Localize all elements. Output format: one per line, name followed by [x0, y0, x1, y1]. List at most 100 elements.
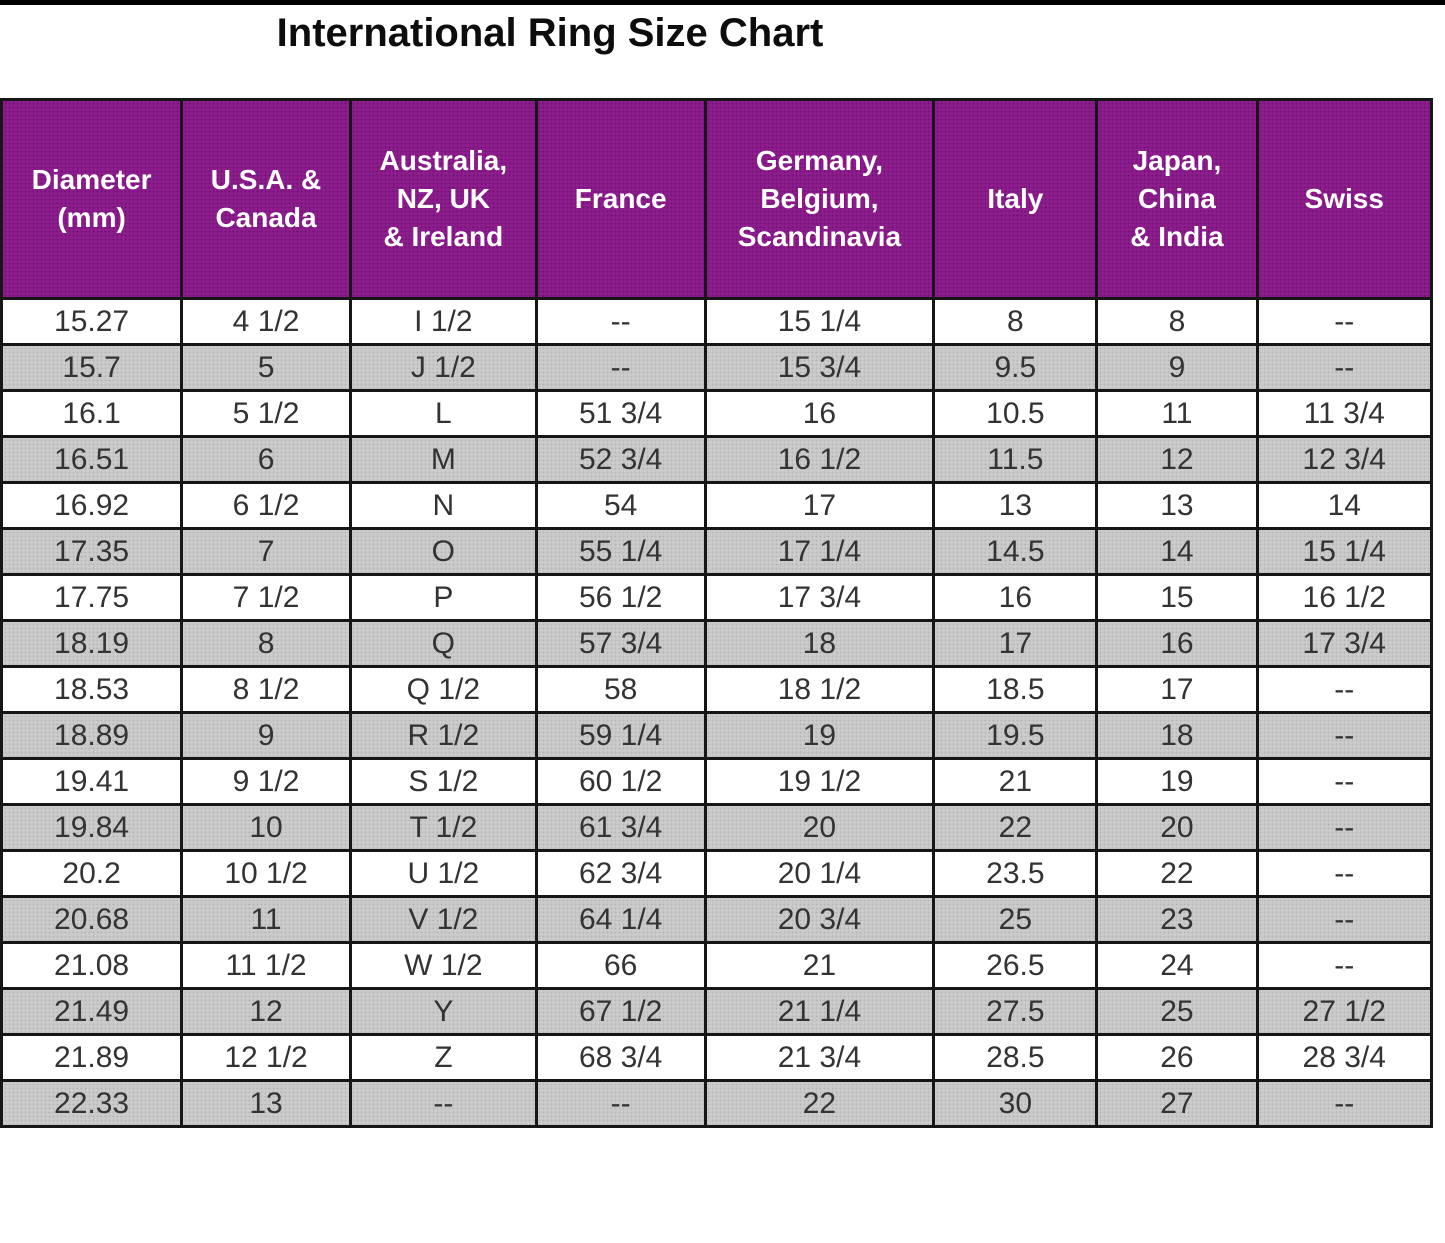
table-row: 20.2 10 1/2 U 1/2 62 3/4 20 1/4 23.5 22 --	[0, 849, 1433, 898]
table-cell: --	[1255, 665, 1433, 714]
table-cell: 16	[703, 389, 936, 438]
table-cell: V 1/2	[348, 895, 538, 944]
table-cell: 26	[1095, 1033, 1259, 1082]
table-cell: 6 1/2	[180, 481, 352, 530]
table-cell: 24	[1095, 941, 1259, 990]
table-cell: 11.5	[932, 435, 1099, 484]
table-cell: 9 1/2	[180, 757, 352, 806]
table-cell: 28 3/4	[1255, 1033, 1433, 1082]
table-cell: 18 1/2	[703, 665, 936, 714]
table-cell: U 1/2	[348, 849, 538, 898]
table-cell: --	[534, 343, 707, 392]
table-cell: 22	[703, 1079, 936, 1128]
table-cell: 15.7	[0, 343, 184, 392]
table-cell: 14	[1255, 481, 1433, 530]
table-cell: --	[1255, 297, 1433, 346]
table-cell: 16.92	[0, 481, 184, 530]
table-cell: Q 1/2	[348, 665, 538, 714]
table-cell: 17	[1095, 665, 1259, 714]
table-cell: 8	[932, 297, 1099, 346]
table-cell: 20 1/4	[703, 849, 936, 898]
table-cell: 8	[1095, 297, 1259, 346]
table-cell: O	[348, 527, 538, 576]
table-cell: --	[1255, 895, 1433, 944]
table-cell: N	[348, 481, 538, 530]
table-cell: T 1/2	[348, 803, 538, 852]
table-cell: 20 3/4	[703, 895, 936, 944]
table-cell: 55 1/4	[534, 527, 707, 576]
column-header: Germany, Belgium, Scandinavia	[703, 98, 936, 300]
table-cell: 52 3/4	[534, 435, 707, 484]
table-cell: 14	[1095, 527, 1259, 576]
table-cell: Q	[348, 619, 538, 668]
title-area: International Ring Size Chart	[0, 5, 1100, 98]
table-cell: 68 3/4	[534, 1033, 707, 1082]
table-cell: 15	[1095, 573, 1259, 622]
table-cell: 8 1/2	[180, 665, 352, 714]
table-cell: 19.84	[0, 803, 184, 852]
table-cell: 5	[180, 343, 352, 392]
table-cell: 21 3/4	[703, 1033, 936, 1082]
table-row: 21.89 12 1/2 Z 68 3/4 21 3/4 28.5 26 28 3/4	[0, 1033, 1433, 1082]
table-row: 17.35 7 O 55 1/4 17 1/4 14.5 14 15 1/4	[0, 527, 1433, 576]
table-cell: 64 1/4	[534, 895, 707, 944]
table-cell: 26.5	[932, 941, 1099, 990]
table-cell: 27 1/2	[1255, 987, 1433, 1036]
table-row: 16.51 6 M 52 3/4 16 1/2 11.5 12 12 3/4	[0, 435, 1433, 484]
table-cell: 16	[932, 573, 1099, 622]
table-cell: 15 1/4	[703, 297, 936, 346]
top-border-bar	[0, 0, 1445, 5]
table-cell: 20.68	[0, 895, 184, 944]
table-cell: 21	[932, 757, 1099, 806]
table-row: 18.19 8 Q 57 3/4 18 17 16 17 3/4	[0, 619, 1433, 668]
column-header: Australia, NZ, UK & Ireland	[348, 98, 538, 300]
table-cell: 16.1	[0, 389, 184, 438]
table-cell: M	[348, 435, 538, 484]
table-row: 21.08 11 1/2 W 1/2 66 21 26.5 24 --	[0, 941, 1433, 990]
table-cell: W 1/2	[348, 941, 538, 990]
table-row: 22.33 13 -- -- 22 30 27 --	[0, 1079, 1433, 1128]
table-cell: 58	[534, 665, 707, 714]
table-cell: 19.5	[932, 711, 1099, 760]
table-cell: 21	[703, 941, 936, 990]
table-cell: --	[1255, 343, 1433, 392]
table-cell: 12 3/4	[1255, 435, 1433, 484]
table-cell: 60 1/2	[534, 757, 707, 806]
table-cell: 30	[932, 1079, 1099, 1128]
table-row: 15.27 4 1/2 I 1/2 -- 15 1/4 8 8 --	[0, 297, 1433, 346]
table-cell: 62 3/4	[534, 849, 707, 898]
table-row: 18.89 9 R 1/2 59 1/4 19 19.5 18 --	[0, 711, 1433, 760]
table-cell: 22.33	[0, 1079, 184, 1128]
column-header: Diameter (mm)	[0, 98, 184, 300]
table-cell: 21 1/4	[703, 987, 936, 1036]
table-cell: S 1/2	[348, 757, 538, 806]
table-cell: 7	[180, 527, 352, 576]
table-cell: 16	[1095, 619, 1259, 668]
column-header: France	[534, 98, 707, 300]
table-row: 16.92 6 1/2 N 54 17 13 13 14	[0, 481, 1433, 530]
table-cell: 11	[180, 895, 352, 944]
table-cell: 5 1/2	[180, 389, 352, 438]
table-cell: 20.2	[0, 849, 184, 898]
table-cell: 23.5	[932, 849, 1099, 898]
table-cell: Y	[348, 987, 538, 1036]
table-row: 19.41 9 1/2 S 1/2 60 1/2 19 1/2 21 19 --	[0, 757, 1433, 806]
table-cell: 25	[932, 895, 1099, 944]
table-cell: 19.41	[0, 757, 184, 806]
table-cell: 66	[534, 941, 707, 990]
table-cell: 18	[703, 619, 936, 668]
table-cell: Z	[348, 1033, 538, 1082]
table-cell: 11 1/2	[180, 941, 352, 990]
table-cell: 67 1/2	[534, 987, 707, 1036]
table-cell: J 1/2	[348, 343, 538, 392]
table-cell: --	[1255, 941, 1433, 990]
ring-size-table: Diameter (mm) U.S.A. & Canada Australia, N…	[0, 98, 1433, 1128]
table-cell: 51 3/4	[534, 389, 707, 438]
table-cell: 12	[180, 987, 352, 1036]
table-cell: --	[1255, 711, 1433, 760]
table-cell: L	[348, 389, 538, 438]
table-cell: 17 3/4	[703, 573, 936, 622]
table-cell: 17	[932, 619, 1099, 668]
table-cell: 15 1/4	[1255, 527, 1433, 576]
table-cell: 14.5	[932, 527, 1099, 576]
